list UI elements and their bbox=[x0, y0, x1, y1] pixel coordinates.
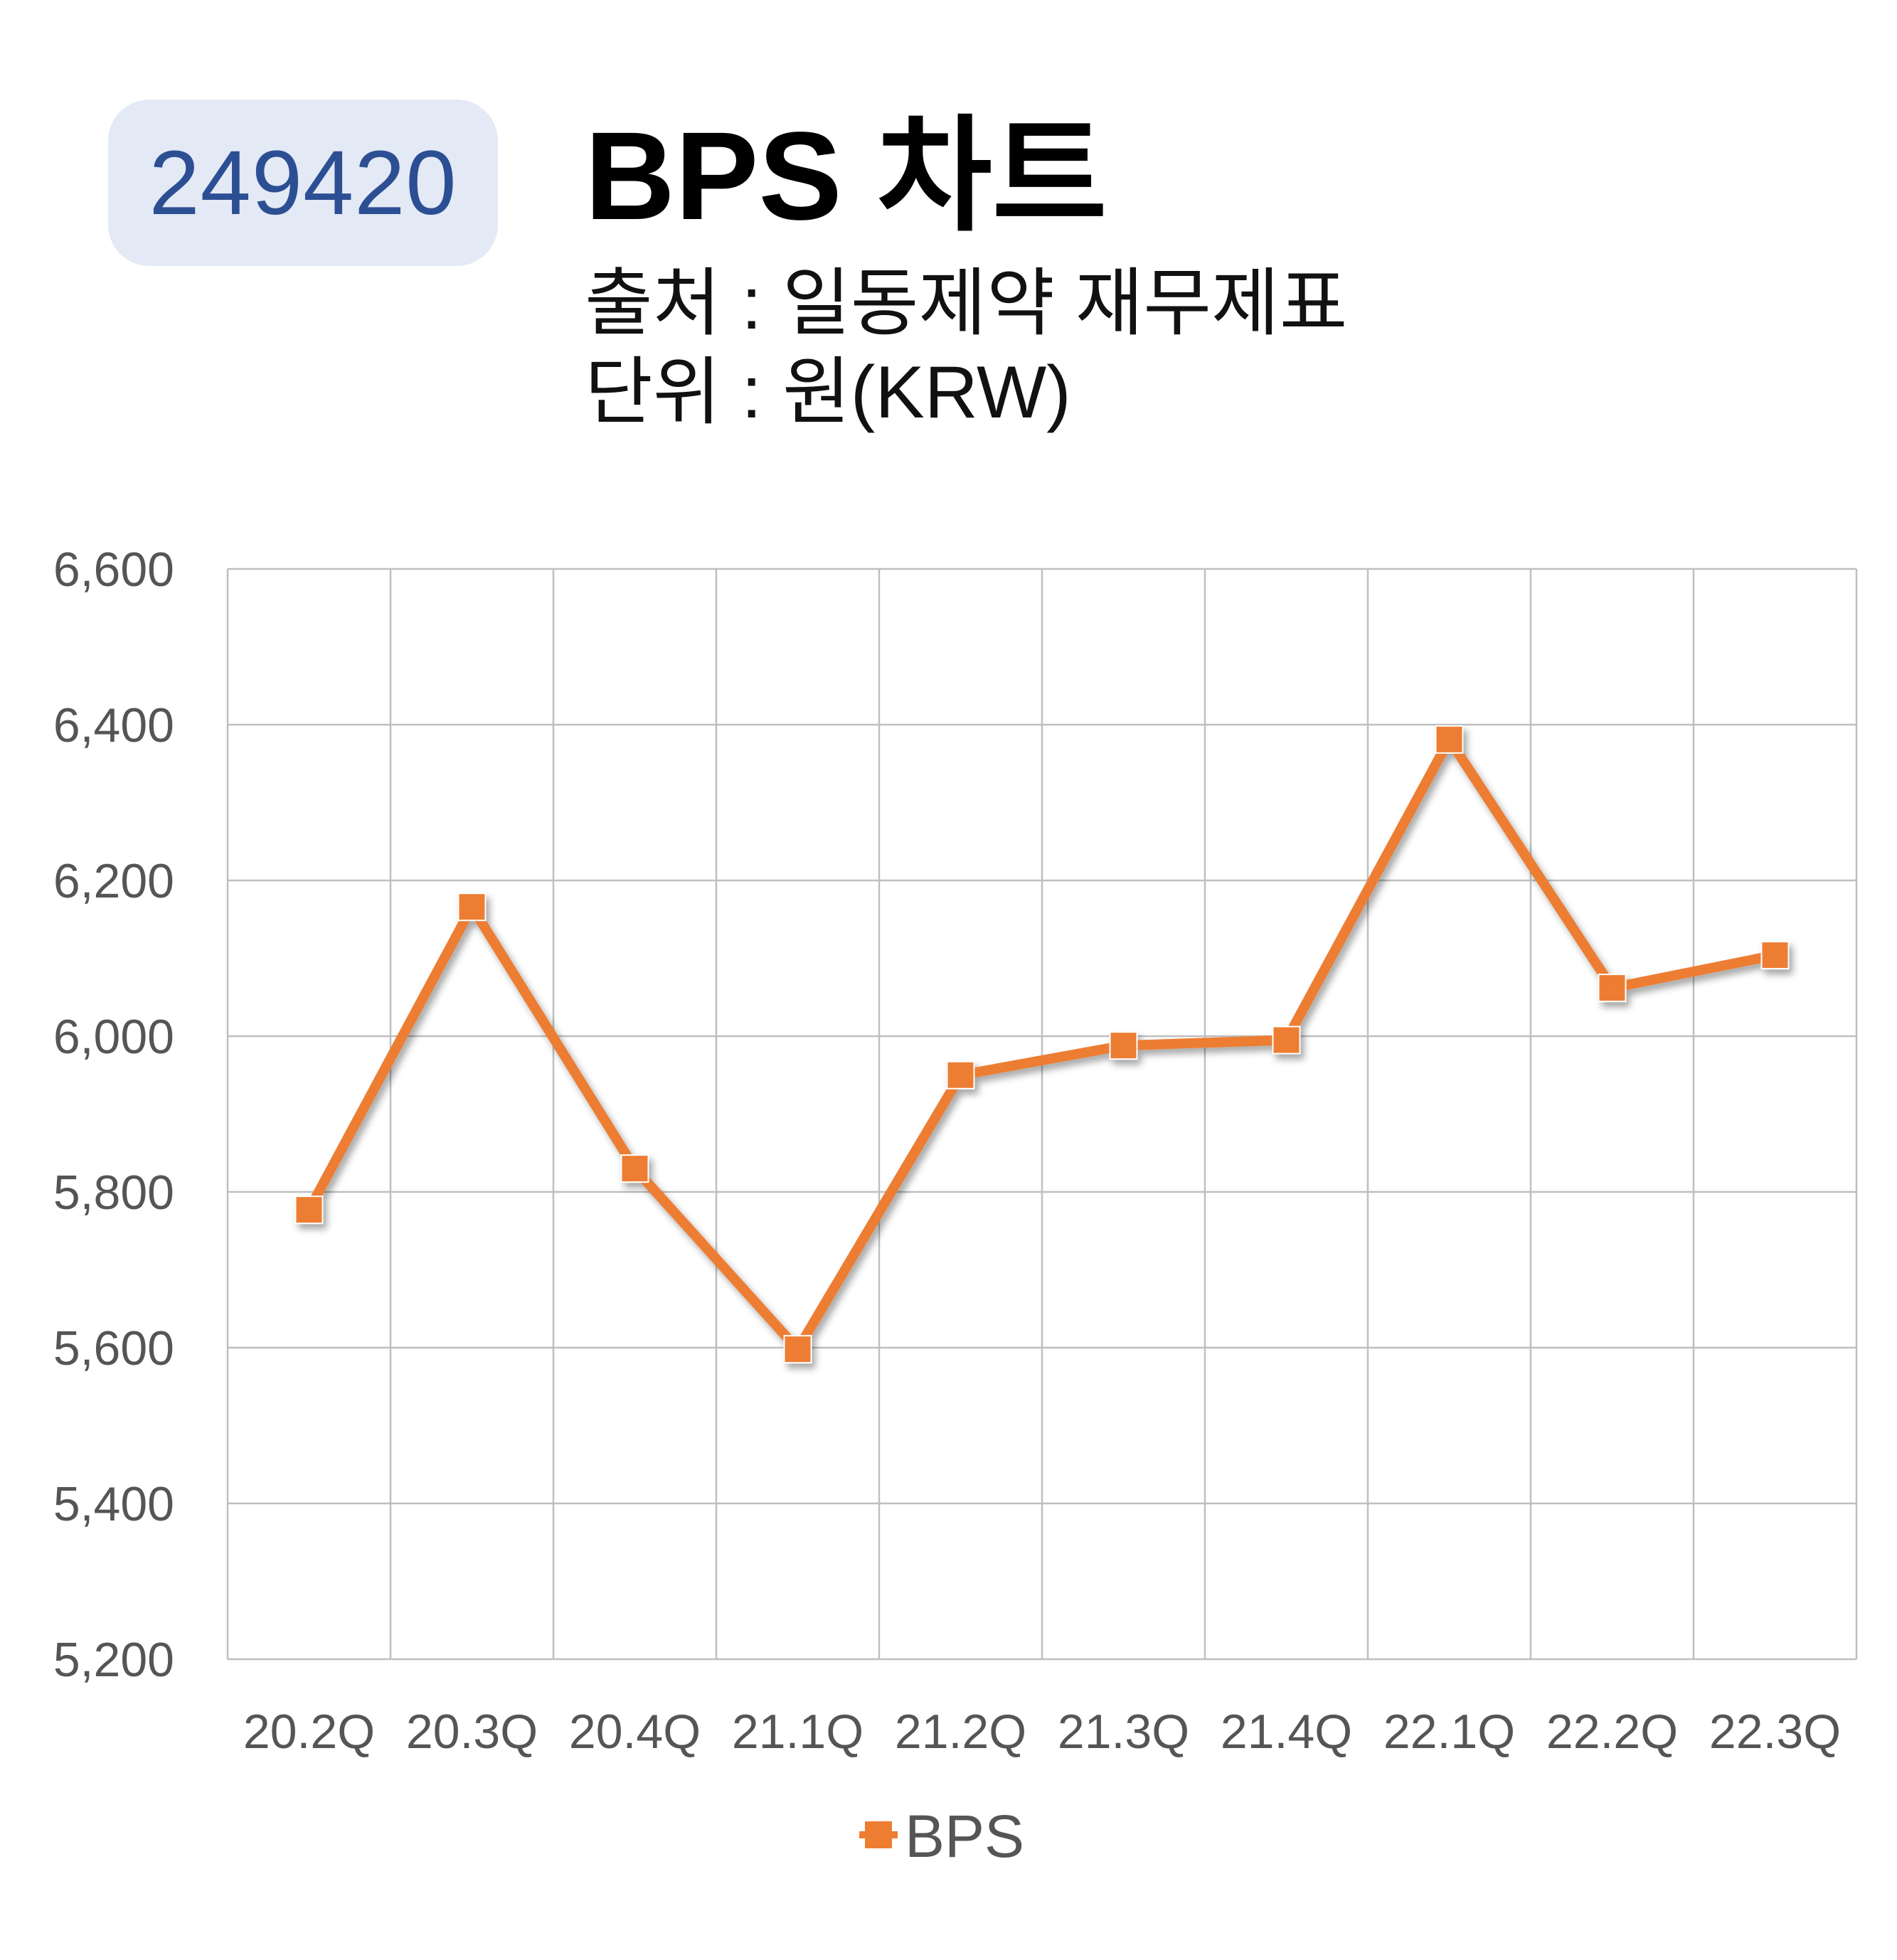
y-axis: 6,600 6,400 6,200 6,000 5,800 5,600 5,400 5,200 bbox=[53, 543, 174, 1687]
data-point bbox=[457, 893, 487, 922]
chart-title: BPS 차트 bbox=[585, 107, 1107, 246]
source-text: 출처 : 일동제약 재무제표 bbox=[585, 262, 1348, 345]
data-point bbox=[620, 1154, 649, 1183]
y-tick-label: 5,800 bbox=[53, 1166, 174, 1220]
x-tick-label: 22.2Q bbox=[1546, 1705, 1678, 1759]
y-tick-label: 6,200 bbox=[53, 854, 174, 908]
y-tick-label: 6,400 bbox=[53, 698, 174, 752]
x-axis: 20.2Q 20.3Q 20.4Q 21.1Q 21.2Q 21.3Q 21.4Q 22.1Q… bbox=[243, 1705, 1841, 1759]
y-tick-label: 5,200 bbox=[53, 1633, 174, 1687]
unit-text: 단위 : 원(KRW) bbox=[585, 351, 1071, 434]
stock-code-badge: 249420 bbox=[108, 100, 498, 266]
x-tick-label: 21.3Q bbox=[1058, 1705, 1189, 1759]
x-tick-label: 21.2Q bbox=[895, 1705, 1026, 1759]
x-tick-label: 22.3Q bbox=[1709, 1705, 1841, 1759]
y-tick-label: 6,000 bbox=[53, 1010, 174, 1064]
legend: BPS bbox=[859, 1803, 1024, 1870]
series-line bbox=[304, 734, 1780, 1355]
data-point bbox=[1760, 941, 1790, 970]
x-tick-label: 21.1Q bbox=[732, 1705, 864, 1759]
x-tick-label: 20.2Q bbox=[243, 1705, 375, 1759]
y-tick-label: 5,400 bbox=[53, 1477, 174, 1531]
x-tick-label: 20.3Q bbox=[406, 1705, 538, 1759]
legend-marker bbox=[865, 1821, 892, 1848]
y-tick-label: 6,600 bbox=[53, 543, 174, 597]
data-point bbox=[294, 1195, 324, 1225]
legend-label: BPS bbox=[905, 1803, 1024, 1870]
chart-grid bbox=[226, 568, 1858, 1661]
x-tick-label: 20.4Q bbox=[569, 1705, 701, 1759]
data-point bbox=[783, 1335, 812, 1364]
data-point bbox=[1598, 974, 1627, 1003]
x-tick-label: 22.1Q bbox=[1383, 1705, 1515, 1759]
data-point bbox=[1109, 1031, 1138, 1060]
data-point bbox=[1272, 1026, 1301, 1055]
stock-code: 249420 bbox=[149, 132, 457, 234]
y-tick-label: 5,600 bbox=[53, 1321, 174, 1375]
series-bps bbox=[294, 725, 1790, 1364]
x-tick-label: 21.4Q bbox=[1221, 1705, 1352, 1759]
data-point bbox=[946, 1060, 975, 1090]
data-point bbox=[1435, 725, 1464, 754]
